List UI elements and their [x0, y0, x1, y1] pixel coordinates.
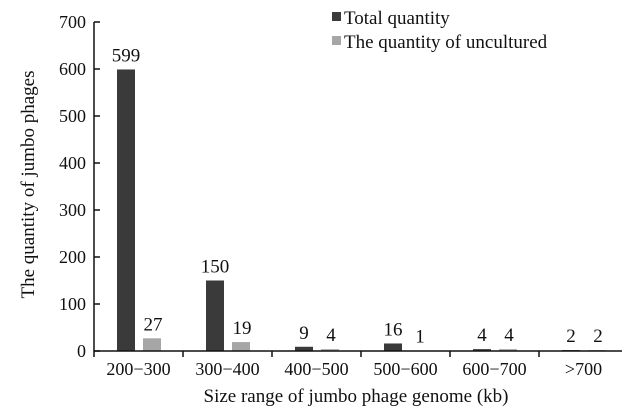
data-labels: 599 150 9 16 4 2 27 19 4 1 4 2	[112, 45, 603, 347]
y-tick-label: 0	[77, 341, 86, 361]
x-tick-label: >700	[565, 359, 602, 379]
y-tick-label: 700	[59, 12, 86, 32]
bar	[473, 349, 491, 351]
data-label: 16	[384, 319, 403, 340]
x-tick-label: 600−700	[462, 359, 526, 379]
y-tick-label: 500	[59, 106, 86, 126]
x-axis-ticks: 200−300 300−400 400−500 500−600 600−700 >700	[93, 351, 602, 379]
y-tick-label: 100	[59, 294, 86, 314]
y-tick-label: 600	[59, 59, 86, 79]
data-label: 4	[477, 325, 487, 346]
bar	[117, 69, 135, 351]
data-label: 27	[144, 314, 163, 335]
x-tick-label: 200−300	[106, 359, 170, 379]
legend-label-uncultured: The quantity of uncultured	[344, 32, 548, 53]
data-label: 1	[415, 327, 425, 348]
x-tick-label: 400−500	[284, 359, 348, 379]
x-tick-label: 300−400	[195, 359, 259, 379]
data-label: 2	[593, 326, 603, 347]
y-axis-title: The quantity of jumbo phages	[18, 71, 39, 299]
data-label: 4	[326, 325, 336, 346]
data-label: 599	[112, 45, 141, 66]
bar	[143, 338, 161, 351]
legend-swatch-uncultured	[332, 36, 341, 45]
x-axis-title: Size range of jumbo phage genome (kb)	[204, 386, 509, 407]
bar	[384, 343, 402, 351]
data-label: 9	[299, 323, 309, 344]
data-label: 2	[566, 326, 576, 347]
bar	[295, 346, 313, 351]
bar	[232, 342, 250, 351]
y-tick-label: 400	[59, 153, 86, 173]
data-label: 150	[201, 257, 230, 278]
legend-swatch-total	[332, 12, 341, 21]
bar	[206, 280, 224, 351]
bars	[117, 69, 606, 352]
legend: Total quantity The quantity of unculture…	[332, 8, 548, 53]
bar	[499, 349, 517, 351]
y-axis-ticks: 0 100 200 300 400 500 600 700	[59, 12, 100, 361]
bar	[321, 349, 339, 351]
data-label: 4	[504, 325, 514, 346]
legend-label-total: Total quantity	[344, 8, 450, 29]
y-tick-label: 300	[59, 200, 86, 220]
y-tick-label: 200	[59, 247, 86, 267]
data-label: 19	[233, 318, 252, 339]
x-tick-label: 500−600	[373, 359, 437, 379]
